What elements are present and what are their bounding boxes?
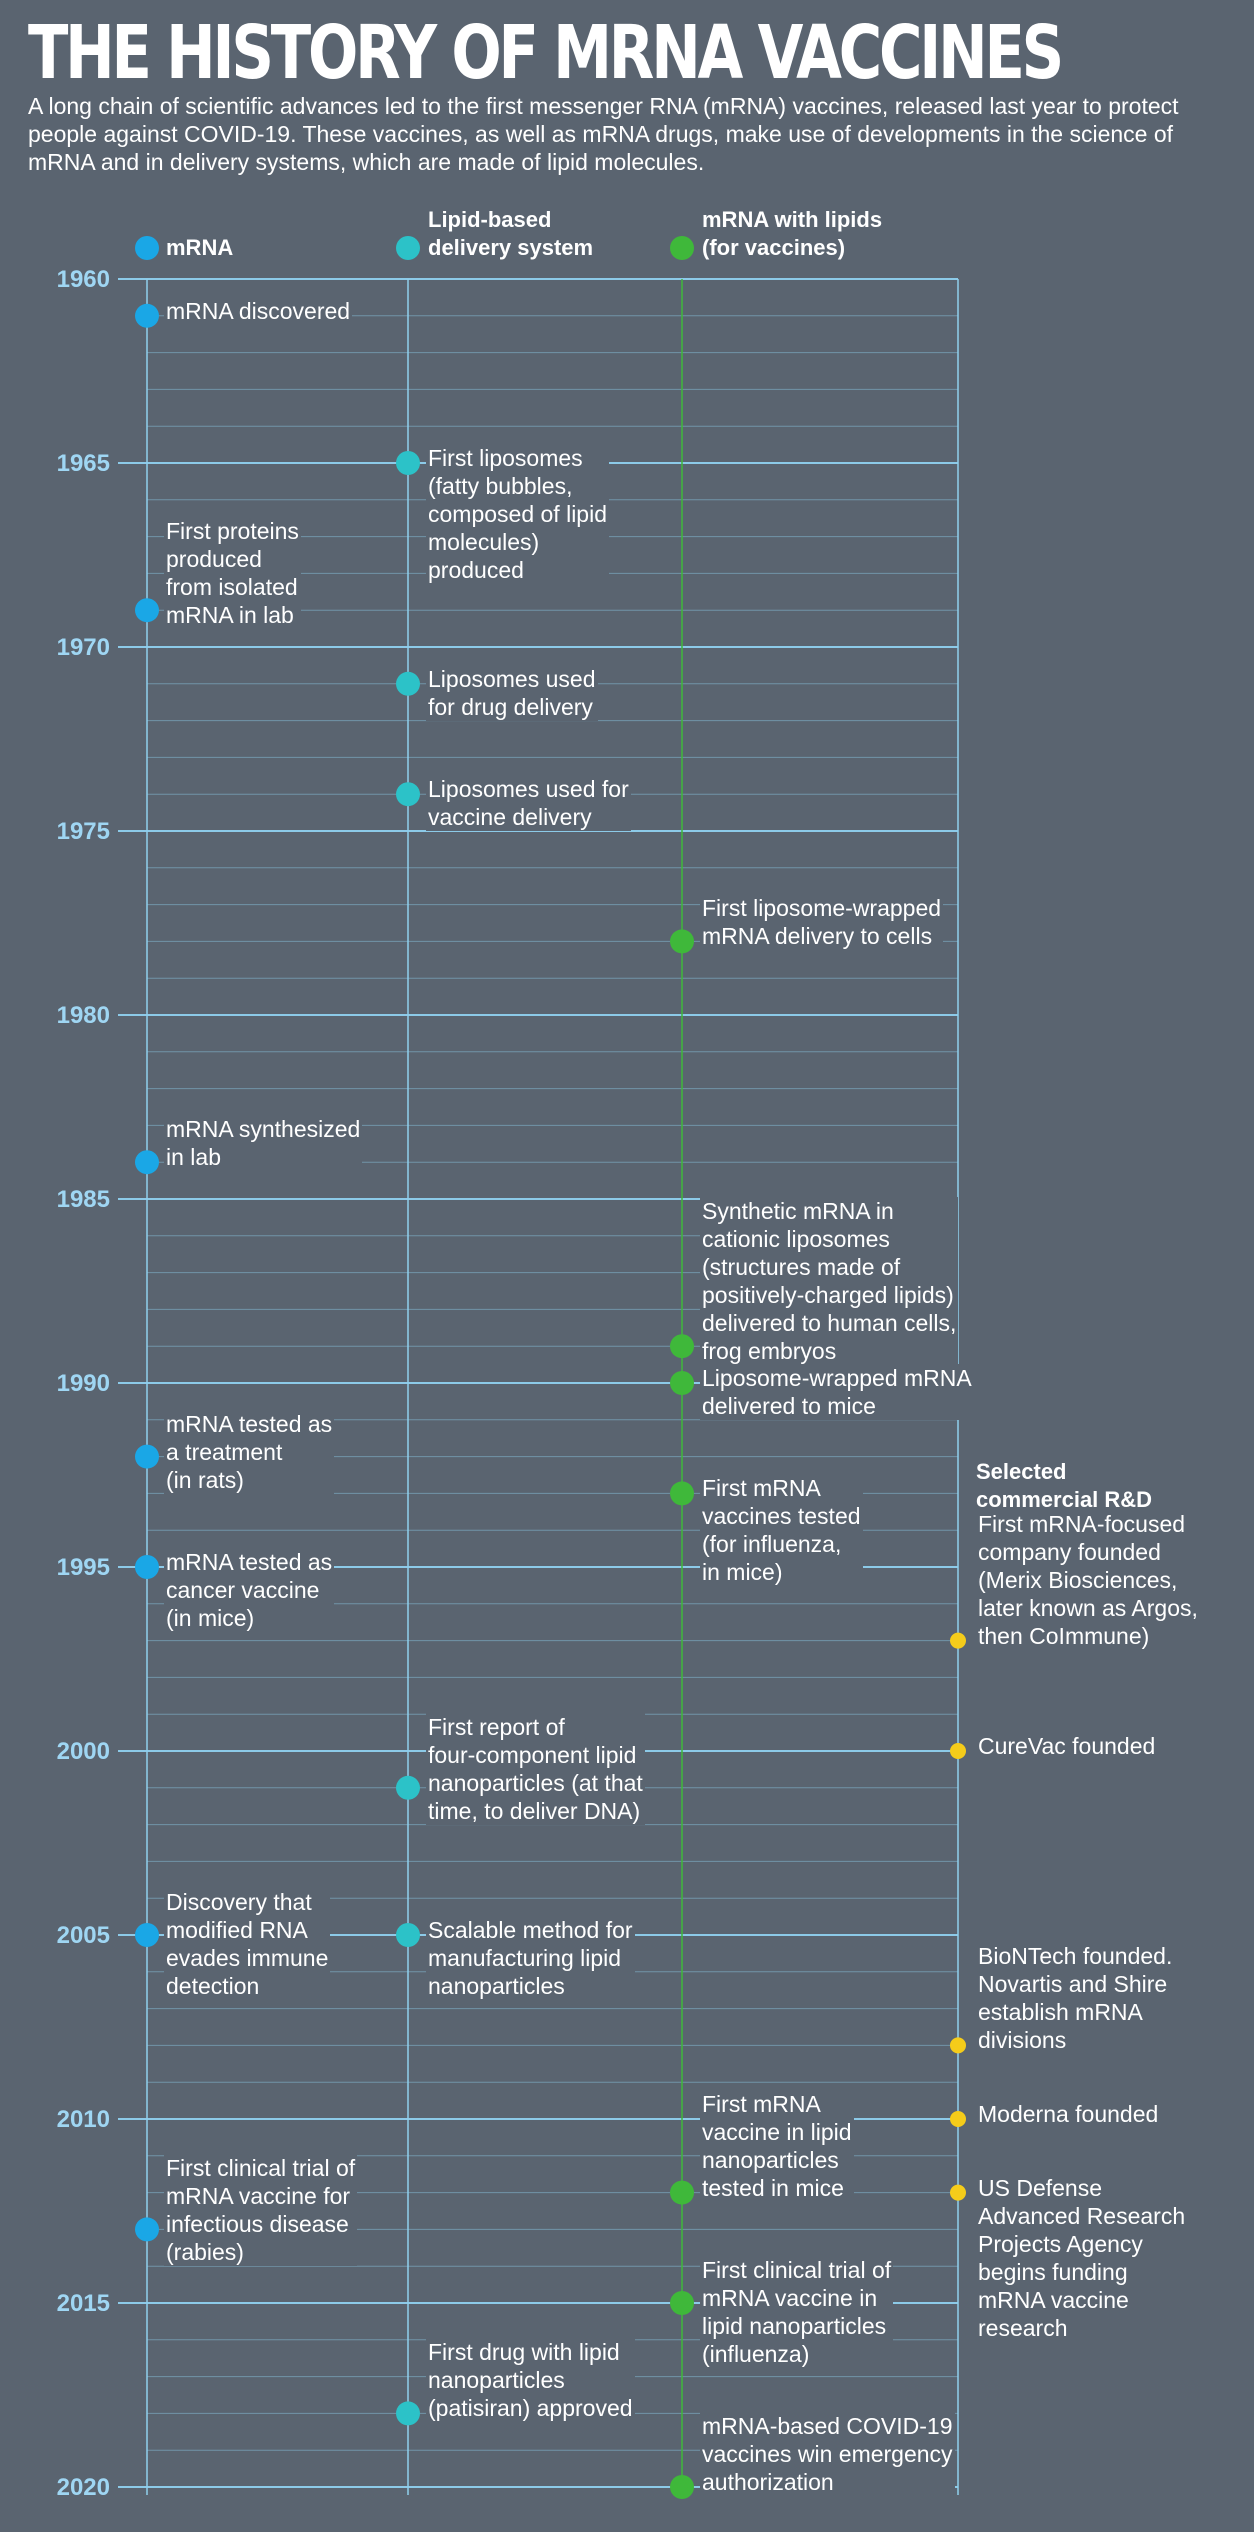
year-tick-label: 1990 bbox=[57, 1370, 110, 1397]
mrna-lipid-event-dot bbox=[670, 2475, 694, 2499]
lipid-event-dot bbox=[396, 2401, 420, 2426]
commercial-event-label: BioNTech founded. Novartis and Shire est… bbox=[976, 1942, 1175, 2055]
year-tick-label: 2020 bbox=[57, 2474, 110, 2501]
lipid-event-dot bbox=[396, 782, 420, 807]
legend-mrna-lipid-dot bbox=[670, 236, 694, 260]
commercial-event-label: US Defense Advanced Research Projects Ag… bbox=[976, 2173, 1188, 2342]
year-tick-label: 1980 bbox=[57, 1002, 110, 1029]
legend-mrna-lipid: mRNA with lipids (for vaccines) bbox=[702, 207, 883, 260]
lipid-event-label: Liposomes used for vaccine delivery bbox=[426, 775, 631, 832]
mrna-lipid-event-dot bbox=[670, 929, 694, 954]
lipid-event-dot bbox=[396, 451, 420, 475]
year-tick-label: 1975 bbox=[57, 818, 110, 845]
mrna-event-dot bbox=[135, 598, 159, 623]
lipid-event-label: First report of four-component lipid nan… bbox=[426, 1712, 645, 1825]
year-tick-label: 1970 bbox=[57, 634, 110, 661]
mrna-event-dot bbox=[135, 1923, 159, 1947]
commercial-event-label: Moderna founded bbox=[976, 2100, 1161, 2128]
mrna-event-dot bbox=[135, 1150, 159, 1175]
mrna-lipid-event-label: First mRNA vaccines tested (for influenz… bbox=[700, 1474, 863, 1587]
year-tick-label: 2015 bbox=[57, 2290, 110, 2317]
mrna-event-dot bbox=[135, 1555, 159, 1579]
mrna-lipid-event-dot bbox=[670, 2291, 694, 2315]
commercial-event-dot bbox=[950, 2184, 966, 2201]
commercial-event-dot bbox=[950, 2037, 966, 2054]
legend-lipid-dot bbox=[396, 236, 420, 260]
mrna-lipid-event-dot bbox=[670, 2180, 694, 2205]
mrna-event-label: First clinical trial of mRNA vaccine for… bbox=[164, 2154, 358, 2267]
commercial-event-dot bbox=[950, 2111, 966, 2127]
mrna-lipid-event-label: First mRNA vaccine in lipid nanoparticle… bbox=[700, 2089, 854, 2202]
lipid-event-label: First liposomes (fatty bubbles, composed… bbox=[426, 444, 609, 584]
year-tick-label: 1985 bbox=[57, 1186, 110, 1213]
page-title: THE HISTORY OF MRNA VACCINES bbox=[28, 10, 1064, 96]
year-tick-label: 2010 bbox=[57, 2106, 110, 2133]
mrna-lipid-event-dot bbox=[670, 1334, 694, 1359]
intro-text: A long chain of scientific advances led … bbox=[28, 93, 1179, 175]
lipid-event-dot bbox=[396, 1775, 420, 1800]
lipid-event-dot bbox=[396, 671, 420, 696]
lipid-event-label: First drug with lipid nanoparticles (pat… bbox=[426, 2338, 635, 2423]
lipid-event-label: Scalable method for manufacturing lipid … bbox=[426, 1916, 635, 2000]
mrna-lipid-event-label: First clinical trial of mRNA vaccine in … bbox=[700, 2256, 894, 2368]
mrna-event-dot bbox=[135, 303, 159, 328]
commercial-event-dot bbox=[950, 1632, 966, 1649]
year-tick-label: 1965 bbox=[57, 450, 110, 477]
lipid-event-label: Liposomes used for drug delivery bbox=[426, 664, 598, 721]
mrna-event-label: mRNA discovered bbox=[164, 296, 353, 325]
mrna-event-label: mRNA tested as cancer vaccine (in mice) bbox=[164, 1548, 335, 1632]
legend-mrna-dot bbox=[135, 236, 159, 260]
commercial-event-dot bbox=[950, 1743, 966, 1759]
mrna-event-label: First proteins produced from isolated mR… bbox=[164, 517, 301, 630]
mrna-event-dot bbox=[135, 1444, 159, 1469]
mrna-event-label: Discovery that modified RNA evades immun… bbox=[164, 1888, 331, 2000]
legend-lipid: Lipid-based delivery system bbox=[428, 207, 594, 260]
year-tick-label: 1995 bbox=[57, 1554, 110, 1581]
year-tick-label: 2000 bbox=[57, 1738, 110, 1765]
commercial-event-label: CureVac founded bbox=[976, 1732, 1158, 1760]
lipid-event-dot bbox=[396, 1923, 420, 1947]
mrna-lipid-event-label: First liposome-wrapped mRNA delivery to … bbox=[700, 894, 944, 951]
mrna-event-label: mRNA synthesized in lab bbox=[164, 1115, 363, 1172]
mrna-lipid-event-label: Liposome-wrapped mRNA delivered to mice bbox=[700, 1364, 974, 1420]
mrna-lipid-event-dot bbox=[670, 1371, 694, 1395]
year-tick-label: 1960 bbox=[57, 266, 110, 293]
mrna-lipid-event-label: Synthetic mRNA in cationic liposomes (st… bbox=[700, 1197, 959, 1366]
mrna-lipid-event-label: mRNA-based COVID-19 vaccines win emergen… bbox=[700, 2412, 955, 2496]
legend-mrna: mRNA bbox=[166, 235, 234, 260]
mrna-event-label: mRNA tested as a treatment (in rats) bbox=[164, 1409, 335, 1494]
mrna-event-dot bbox=[135, 2217, 159, 2242]
commercial-event-label: First mRNA-focused company founded (Meri… bbox=[976, 1509, 1200, 1650]
year-tick-label: 2005 bbox=[57, 1922, 110, 1949]
legend-commercial: Selected commercial R&D bbox=[976, 1459, 1153, 1512]
mrna-lipid-event-dot bbox=[670, 1481, 694, 1506]
